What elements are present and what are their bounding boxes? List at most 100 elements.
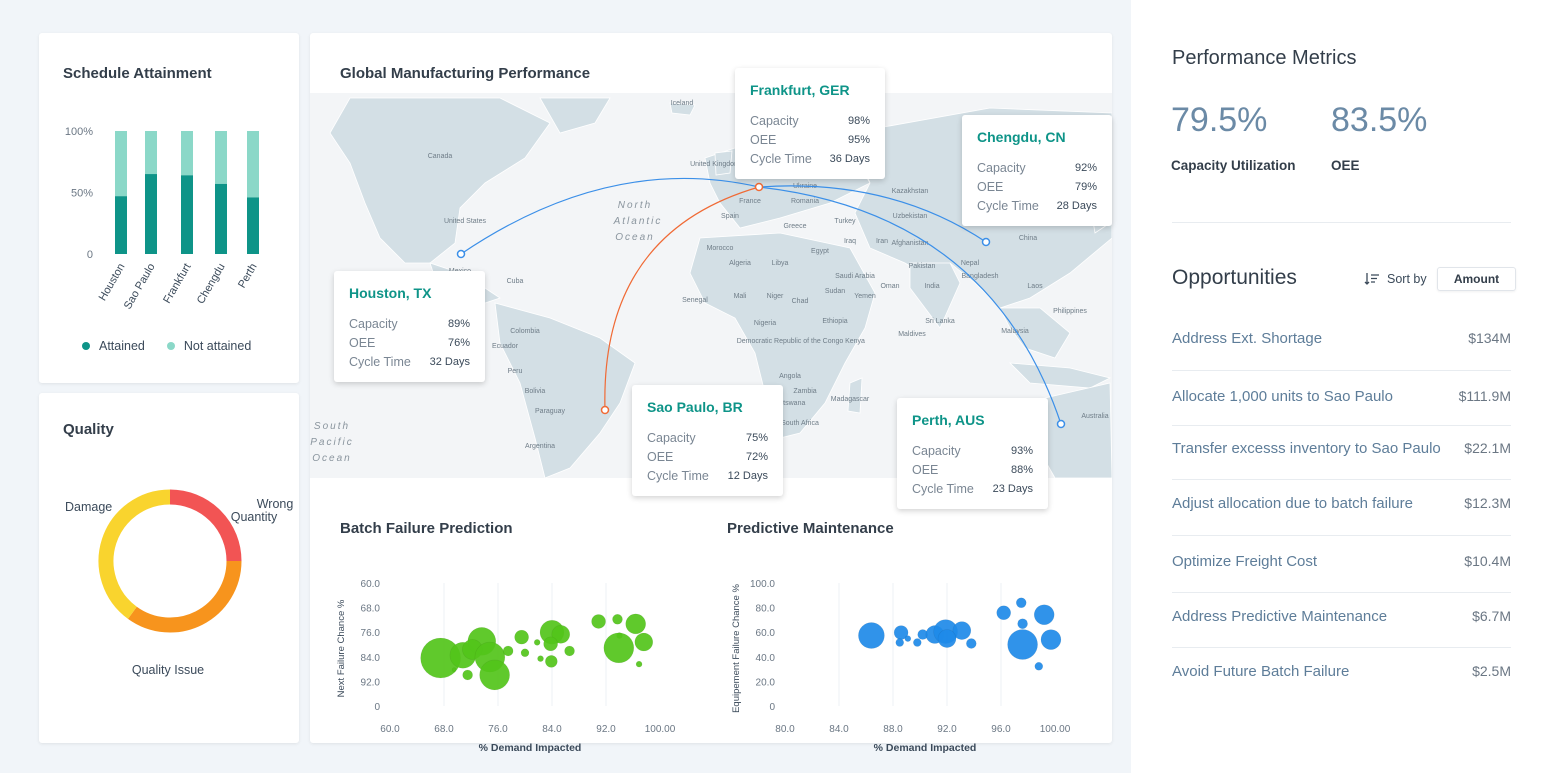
quality-donut-chart: Damage Wrong Quantity Quality Issue: [65, 489, 293, 677]
map-label: Malaysia: [1001, 328, 1029, 335]
scatter-point[interactable]: [462, 669, 473, 681]
x-tick-label: 84.0: [829, 724, 849, 735]
cycle-time-label: Cycle Time: [912, 482, 974, 496]
scatter-point[interactable]: [1034, 661, 1044, 671]
scatter-point[interactable]: [937, 629, 957, 648]
marker-houston[interactable]: [456, 249, 466, 259]
scatter-point[interactable]: [635, 660, 643, 668]
bar-attained-houston[interactable]: [115, 196, 127, 254]
donut-slice-wrong-quantity[interactable]: [127, 560, 242, 633]
bar-not-attained-perth[interactable]: [247, 131, 259, 198]
scatter-point[interactable]: [520, 648, 530, 658]
capacity-label: Capacity: [349, 317, 398, 331]
x-tick-label: Sao Paulo: [122, 262, 158, 312]
opportunity-item[interactable]: Allocate 1,000 units to Sao Paulo $111.9M: [1172, 388, 1511, 405]
scatter-point[interactable]: [551, 625, 571, 644]
y-tick-label: 0: [87, 249, 93, 261]
scatter-point[interactable]: [514, 629, 529, 645]
route-houston-frankfurt[interactable]: [460, 177, 760, 255]
scatter-point[interactable]: [1015, 597, 1027, 609]
route-frankfurt-perth[interactable]: [758, 186, 1062, 425]
sort-dropdown[interactable]: Amount: [1437, 267, 1516, 291]
scatter-point[interactable]: [996, 605, 1012, 621]
scatter-point[interactable]: [591, 614, 606, 629]
map-label: Bolivia: [525, 388, 546, 395]
tooltip-perth: Perth, AUS Capacity 93% OEE 88% Cycle Time…: [897, 398, 1048, 509]
legend-not-attained[interactable]: Not attained: [166, 339, 251, 353]
scatter-point[interactable]: [1007, 629, 1038, 660]
scatter-point[interactable]: [612, 613, 623, 625]
opportunities-title: Opportunities: [1172, 266, 1297, 289]
scatter-point[interactable]: [913, 638, 922, 647]
opportunity-item[interactable]: Address Ext. Shortage $134M: [1172, 330, 1511, 347]
bar-not-attained-chengdu[interactable]: [215, 131, 227, 184]
scatter-point[interactable]: [545, 655, 558, 668]
scatter-point[interactable]: [858, 622, 885, 649]
not-attained-swatch: [166, 342, 175, 350]
opportunity-item[interactable]: Adjust allocation due to batch failure $1…: [1172, 495, 1511, 512]
bar-attained-sao-paulo[interactable]: [145, 174, 157, 254]
capacity-value: 98%: [847, 115, 870, 127]
donut-slice-quality-issue[interactable]: [98, 489, 171, 619]
y-tick-label: 0: [769, 702, 775, 713]
tooltip-city: Chengdu, CN: [977, 129, 1066, 145]
map-label: Angola: [779, 373, 801, 380]
x-tick-label: 76.0: [488, 724, 508, 735]
scatter-point[interactable]: [603, 632, 635, 664]
capacity-label: Capacity: [977, 161, 1026, 175]
donut-slice-damage[interactable]: [169, 489, 242, 562]
bar-attained-chengdu[interactable]: [215, 183, 227, 254]
marker-frankfurt[interactable]: [754, 182, 764, 192]
capacity-value: 89%: [447, 318, 470, 330]
cycle-time-label: Cycle Time: [349, 355, 411, 369]
x-tick-label: Houston: [97, 262, 128, 303]
route-frankfurt-chengdu[interactable]: [758, 185, 987, 243]
bar-attained-frankfurt[interactable]: [181, 175, 193, 254]
marker-sao-paulo[interactable]: [600, 405, 610, 415]
scatter-point[interactable]: [537, 655, 544, 662]
scatter-point[interactable]: [625, 613, 647, 635]
opportunity-item[interactable]: Address Predictive Maintenance $6.7M: [1172, 608, 1511, 625]
route-frankfurt-saopaulo[interactable]: [604, 186, 760, 411]
tooltip-oee-row: OEE 95%: [750, 131, 870, 150]
scatter-point[interactable]: [543, 636, 558, 652]
map-label: Niger: [767, 293, 784, 300]
sort-control: Sort by: [1364, 272, 1427, 286]
scatter-point[interactable]: [502, 645, 514, 657]
scatter-point[interactable]: [564, 645, 575, 657]
marker-chengdu[interactable]: [981, 237, 991, 247]
map-label: Egypt: [811, 248, 829, 255]
scatter-point[interactable]: [895, 638, 905, 647]
bar-not-attained-houston[interactable]: [115, 131, 127, 197]
scatter-point[interactable]: [451, 667, 457, 673]
scatter-point[interactable]: [1033, 604, 1055, 626]
scatter-point[interactable]: [533, 639, 541, 646]
oee-label: OEE: [750, 133, 777, 147]
opportunity-item[interactable]: Avoid Future Batch Failure $2.5M: [1172, 663, 1511, 680]
capacity-label: Capacity: [750, 114, 799, 128]
scatter-point[interactable]: [1040, 629, 1062, 650]
legend-attained[interactable]: Attained: [82, 339, 145, 353]
tooltip-capacity-row: Capacity 92%: [977, 159, 1097, 178]
scatter-point[interactable]: [1017, 618, 1028, 630]
tooltip-cycle-row: Cycle Time 36 Days: [750, 150, 870, 169]
opportunity-item[interactable]: Transfer excesss inventory to Sao Paulo $…: [1172, 440, 1511, 457]
tooltip-cycle-row: Cycle Time 28 Days: [977, 197, 1097, 216]
opportunity-item[interactable]: Optimize Freight Cost $10.4M: [1172, 553, 1511, 570]
tooltip-oee-row: OEE 72%: [647, 448, 768, 467]
tooltip-capacity-row: Capacity 93%: [912, 442, 1033, 461]
scatter-point[interactable]: [952, 621, 972, 640]
scatter-point[interactable]: [634, 632, 654, 652]
bar-not-attained-sao-paulo[interactable]: [145, 131, 157, 175]
scatter-point[interactable]: [904, 635, 912, 642]
map-label: Algeria: [729, 260, 751, 267]
scatter-point[interactable]: [965, 638, 977, 649]
scatter-point[interactable]: [479, 659, 510, 691]
north-america-shape: [329, 97, 551, 264]
bar-attained-perth[interactable]: [247, 197, 259, 254]
sort-icon[interactable]: [1364, 272, 1380, 286]
bar-not-attained-frankfurt[interactable]: [181, 131, 193, 176]
marker-perth[interactable]: [1056, 419, 1066, 429]
map-label: Morocco: [707, 245, 734, 252]
